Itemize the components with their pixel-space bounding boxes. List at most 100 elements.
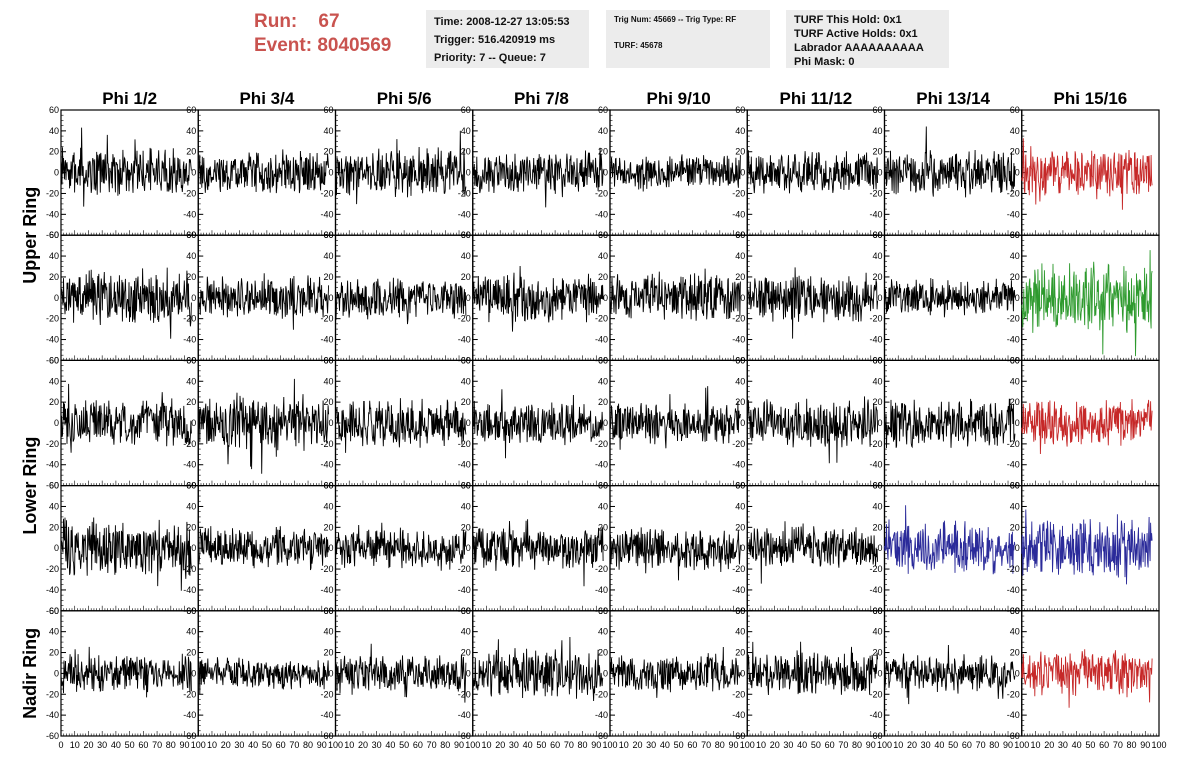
y-tick-label: 20 — [598, 397, 608, 407]
y-tick-label: -60 — [458, 731, 471, 741]
waveform-trace — [1021, 138, 1153, 210]
y-tick-label: 40 — [186, 501, 196, 511]
y-tick-label: 20 — [598, 147, 608, 157]
y-tick-label: 20 — [735, 522, 745, 532]
y-tick-label: 60 — [186, 105, 196, 115]
y-tick-label: 0 — [466, 418, 471, 428]
y-tick-label: 60 — [186, 606, 196, 616]
y-tick-label: -60 — [869, 731, 882, 741]
y-tick-label: 20 — [735, 147, 745, 157]
waveform-trace — [884, 505, 1016, 575]
y-tick-label: 40 — [49, 126, 59, 136]
y-tick-label: 0 — [54, 668, 59, 678]
y-tick-label: -40 — [869, 710, 882, 720]
y-tick-label: 20 — [598, 648, 608, 658]
y-tick-label: 0 — [1015, 418, 1020, 428]
waveform-trace — [472, 265, 604, 332]
y-tick-label: 60 — [872, 606, 882, 616]
run-value: 67 — [318, 11, 340, 32]
x-tick-label: 80 — [989, 740, 999, 750]
x-tick-label: 80 — [715, 740, 725, 750]
phi-mask-text: Phi Mask: 0 — [794, 56, 855, 68]
panel-frame — [334, 610, 474, 737]
y-tick-label: -40 — [732, 460, 745, 470]
y-tick-label: 20 — [323, 397, 333, 407]
y-tick-label: -40 — [46, 585, 59, 595]
y-tick-label: 20 — [186, 397, 196, 407]
y-tick-label: -40 — [183, 710, 196, 720]
x-tick-label: 30 — [783, 740, 793, 750]
y-tick-label: 0 — [1015, 293, 1020, 303]
y-tick-label: -40 — [183, 335, 196, 345]
y-tick-label: -40 — [46, 335, 59, 345]
row-group-label: Lower Ring — [20, 437, 40, 535]
x-tick-label: 100 — [328, 740, 343, 750]
waveform-trace — [1021, 509, 1153, 585]
y-tick-label: -60 — [1007, 731, 1020, 741]
y-tick-label: 0 — [603, 293, 608, 303]
y-tick-label: 60 — [1010, 481, 1020, 491]
x-tick-label: 50 — [674, 740, 684, 750]
column-header: Phi 13/14 — [916, 89, 990, 108]
y-tick-label: 0 — [877, 418, 882, 428]
y-tick-label: -20 — [320, 439, 333, 449]
x-tick-label: 10 — [344, 740, 354, 750]
x-tick-label: 100 — [877, 740, 892, 750]
y-tick-label: 60 — [49, 606, 59, 616]
y-tick-label: 60 — [461, 355, 471, 365]
y-tick-label: 40 — [49, 251, 59, 261]
row-group-label: Upper Ring — [20, 187, 40, 284]
y-tick-label: 40 — [1010, 251, 1020, 261]
y-tick-label: 0 — [603, 543, 608, 553]
y-tick-label: 0 — [328, 418, 333, 428]
x-tick-label: 70 — [701, 740, 711, 750]
y-tick-label: -20 — [458, 564, 471, 574]
y-tick-label: 20 — [598, 522, 608, 532]
x-tick-label: 50 — [1085, 740, 1095, 750]
y-tick-label: 40 — [1010, 376, 1020, 386]
y-tick-label: 20 — [1010, 648, 1020, 658]
y-tick-label: -40 — [1007, 585, 1020, 595]
waveform-trace — [335, 277, 467, 325]
y-tick-label: 60 — [598, 230, 608, 240]
y-tick-label: 20 — [49, 648, 59, 658]
y-tick-label: 60 — [49, 481, 59, 491]
x-tick-label: 80 — [440, 740, 450, 750]
y-tick-label: -20 — [595, 314, 608, 324]
y-tick-label: 60 — [186, 355, 196, 365]
x-tick-label: 50 — [399, 740, 409, 750]
turf-text: TURF: 45678 — [614, 41, 663, 50]
waveform-trace — [609, 268, 741, 321]
y-tick-label: -20 — [458, 314, 471, 324]
y-tick-label: -40 — [732, 209, 745, 219]
y-tick-label: 40 — [872, 627, 882, 637]
x-tick-label: 10 — [619, 740, 629, 750]
waveform-trace — [335, 130, 467, 205]
y-tick-label: 40 — [598, 251, 608, 261]
y-tick-label: 0 — [191, 418, 196, 428]
y-tick-label: -20 — [183, 188, 196, 198]
y-tick-label: 20 — [186, 147, 196, 157]
waveform-trace — [197, 526, 330, 571]
y-tick-label: 20 — [461, 648, 471, 658]
column-header: Phi 1/2 — [102, 89, 157, 108]
y-tick-label: -20 — [46, 439, 59, 449]
y-tick-label: -40 — [595, 335, 608, 345]
waveform-trace — [746, 521, 879, 584]
y-tick-label: 0 — [877, 668, 882, 678]
x-tick-label: 100 — [1014, 740, 1029, 750]
y-tick-label: -60 — [595, 731, 608, 741]
y-tick-label: -20 — [183, 689, 196, 699]
y-tick-label: -20 — [732, 439, 745, 449]
y-tick-label: -60 — [46, 355, 59, 365]
y-tick-label: -40 — [320, 209, 333, 219]
y-tick-label: -20 — [1007, 314, 1020, 324]
y-tick-label: 60 — [598, 481, 608, 491]
y-tick-label: 0 — [877, 543, 882, 553]
y-tick-label: 60 — [735, 606, 745, 616]
x-tick-label: 50 — [948, 740, 958, 750]
y-tick-label: 20 — [1010, 522, 1020, 532]
labrador-text: Labrador AAAAAAAAAA — [794, 42, 924, 54]
y-tick-label: 0 — [740, 293, 745, 303]
y-tick-label: 60 — [186, 230, 196, 240]
